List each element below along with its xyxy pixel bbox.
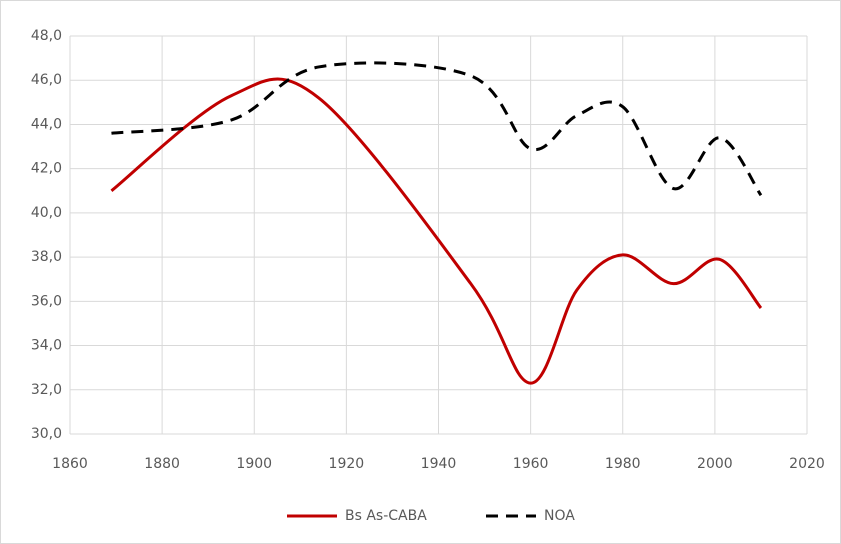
y-tick-label: 36,0 xyxy=(31,293,62,309)
x-tick-label: 1980 xyxy=(605,456,641,472)
x-tick-label: 1860 xyxy=(52,456,88,472)
legend-label: Bs As-CABA xyxy=(345,508,427,524)
x-tick-label: 1940 xyxy=(421,456,457,472)
x-tick-label: 1880 xyxy=(144,456,180,472)
x-tick-label: 1960 xyxy=(513,456,549,472)
y-tick-label: 42,0 xyxy=(31,161,62,177)
x-tick-label: 2000 xyxy=(697,456,733,472)
line xyxy=(110,77,763,385)
y-tick-label: 46,0 xyxy=(31,72,62,88)
y-tick-label: 30,0 xyxy=(31,426,62,442)
line xyxy=(111,61,763,197)
x-tick-label: 2020 xyxy=(789,456,825,472)
y-tick-label: 32,0 xyxy=(31,382,62,398)
y-tick-label: 34,0 xyxy=(31,338,62,354)
legend-label: NOA xyxy=(544,508,575,524)
y-tick-label: 48,0 xyxy=(31,28,62,44)
y-tick-label: 40,0 xyxy=(31,205,62,221)
x-tick-label: 1900 xyxy=(236,456,272,472)
y-tick-label: 38,0 xyxy=(31,249,62,265)
y-tick-label: 44,0 xyxy=(31,116,62,132)
x-tick-label: 1920 xyxy=(329,456,365,472)
